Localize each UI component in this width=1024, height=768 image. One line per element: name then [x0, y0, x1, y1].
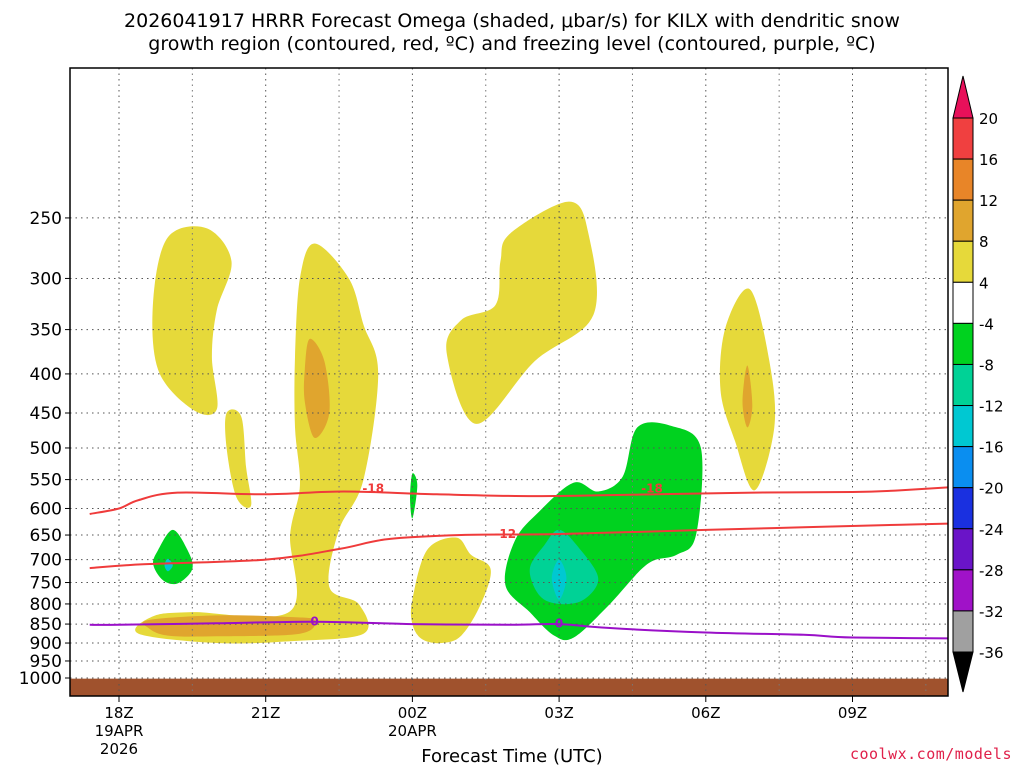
- colorbar-label: 8: [979, 233, 989, 251]
- colorbar-label: -24: [979, 521, 1004, 539]
- omega-region-4-3: [410, 537, 491, 644]
- colorbar-bin: [952, 322, 974, 365]
- colorbar-arrow-top: [952, 75, 974, 119]
- x-tick-label: 21Z: [251, 704, 280, 722]
- x-tick-label: 2026: [100, 740, 138, 758]
- colorbar-label: 4: [979, 274, 989, 292]
- colorbar-label: 16: [979, 151, 998, 169]
- omega-fills: [135, 201, 776, 644]
- y-tick-label: 650: [30, 526, 62, 546]
- contour-label-neg18: -18: [362, 482, 384, 496]
- colorbar-bin: [952, 240, 974, 283]
- y-tick-label: 900: [30, 634, 62, 654]
- y-tick-label: 800: [30, 595, 62, 615]
- omega-region-neg4-11: [410, 473, 418, 519]
- contour-labels: -18 -18 -12 0 0: [310, 482, 663, 631]
- colorbar-label: 20: [979, 110, 998, 128]
- y-tick-label: 300: [30, 269, 62, 289]
- omega-region-4-2: [135, 243, 379, 644]
- y-tick-label: 550: [30, 471, 62, 491]
- x-tick-label: 19APR: [95, 722, 144, 740]
- colorbar-bin: [952, 569, 974, 612]
- temperature-contours: [89, 486, 948, 640]
- contour-line-neg18: [89, 486, 948, 515]
- colorbar-bin: [952, 363, 974, 407]
- contour-label-0: 0: [310, 615, 318, 629]
- contour-label-neg12: -12: [494, 527, 516, 541]
- contour-label-neg18: -18: [641, 482, 663, 496]
- colorbar-bin: [952, 610, 974, 653]
- colorbar-bin: [952, 158, 974, 201]
- contour-line-0: [89, 620, 948, 640]
- x-tick-label: 00Z: [398, 704, 427, 722]
- terrain-band: [70, 678, 948, 696]
- y-tick-label: 950: [30, 652, 62, 672]
- colorbar-label: -36: [979, 644, 1004, 662]
- colorbar-label: -28: [979, 562, 1004, 580]
- grid-lines: [70, 68, 948, 696]
- colorbar-arrow-bottom: [952, 651, 974, 693]
- y-tick-label: 350: [30, 321, 62, 341]
- x-tick-label: 20APR: [388, 722, 437, 740]
- omega-region-neg8-12: [529, 529, 599, 605]
- colorbar-label: 12: [979, 192, 998, 210]
- colorbar-bin: [952, 446, 974, 489]
- omega-region-4-1: [225, 409, 252, 508]
- chart-title-line-2: growth region (contoured, red, ºC) and f…: [148, 33, 876, 55]
- y-tick-label: 400: [30, 365, 62, 385]
- colorbar-label: -12: [979, 398, 1004, 416]
- omega-region-neg4-10: [153, 529, 193, 585]
- omega-region-8-8: [742, 365, 753, 428]
- source-credit: coolwx.com/models: [849, 745, 1012, 763]
- colorbar-label: -20: [979, 480, 1004, 498]
- y-tick-label: 450: [30, 404, 62, 424]
- colorbar-label: -16: [979, 439, 1004, 457]
- terrain-fill: [70, 678, 948, 696]
- y-tick-label: 850: [30, 615, 62, 635]
- contour-line-neg12: [89, 522, 948, 570]
- omega-region-8-7: [142, 615, 316, 637]
- y-tick-label: 700: [30, 551, 62, 571]
- x-tick-label: 06Z: [691, 704, 720, 722]
- colorbar-bin: [952, 405, 974, 448]
- y-tick-label: 750: [30, 574, 62, 594]
- y-axis: 2503003504004505005506006507007508008509…: [19, 209, 70, 689]
- colorbar-bin: [952, 487, 974, 530]
- x-axis-label: Forecast Time (UTC): [421, 746, 603, 767]
- plot-frame: [69, 67, 949, 697]
- colorbar-bin: [952, 199, 974, 242]
- x-tick-label: 09Z: [838, 704, 867, 722]
- y-tick-label: 1000: [19, 669, 62, 689]
- contour-label-0: 0: [555, 616, 563, 630]
- chart-title-line-1: 2026041917 HRRR Forecast Omega (shaded, …: [124, 10, 900, 32]
- colorbar: 20 16 12 8 4 -4 -8 -12 -16 -20 -24 -28 -32 -36: [952, 75, 1004, 693]
- omega-region-4-4: [446, 201, 597, 424]
- y-tick-label: 600: [30, 499, 62, 519]
- x-tick-label: 18Z: [104, 704, 133, 722]
- colorbar-bin: [952, 281, 974, 324]
- omega-region-4-0: [152, 226, 232, 416]
- y-tick-label: 500: [30, 439, 62, 459]
- colorbar-label: -8: [979, 356, 994, 374]
- omega-region-neg12-14: [164, 558, 173, 572]
- y-tick-label: 250: [30, 209, 62, 229]
- x-tick-label: 03Z: [544, 704, 573, 722]
- colorbar-bin: [952, 528, 974, 571]
- colorbar-label: -4: [979, 315, 994, 333]
- colorbar-label: -32: [979, 603, 1004, 621]
- colorbar-bin: [952, 117, 974, 160]
